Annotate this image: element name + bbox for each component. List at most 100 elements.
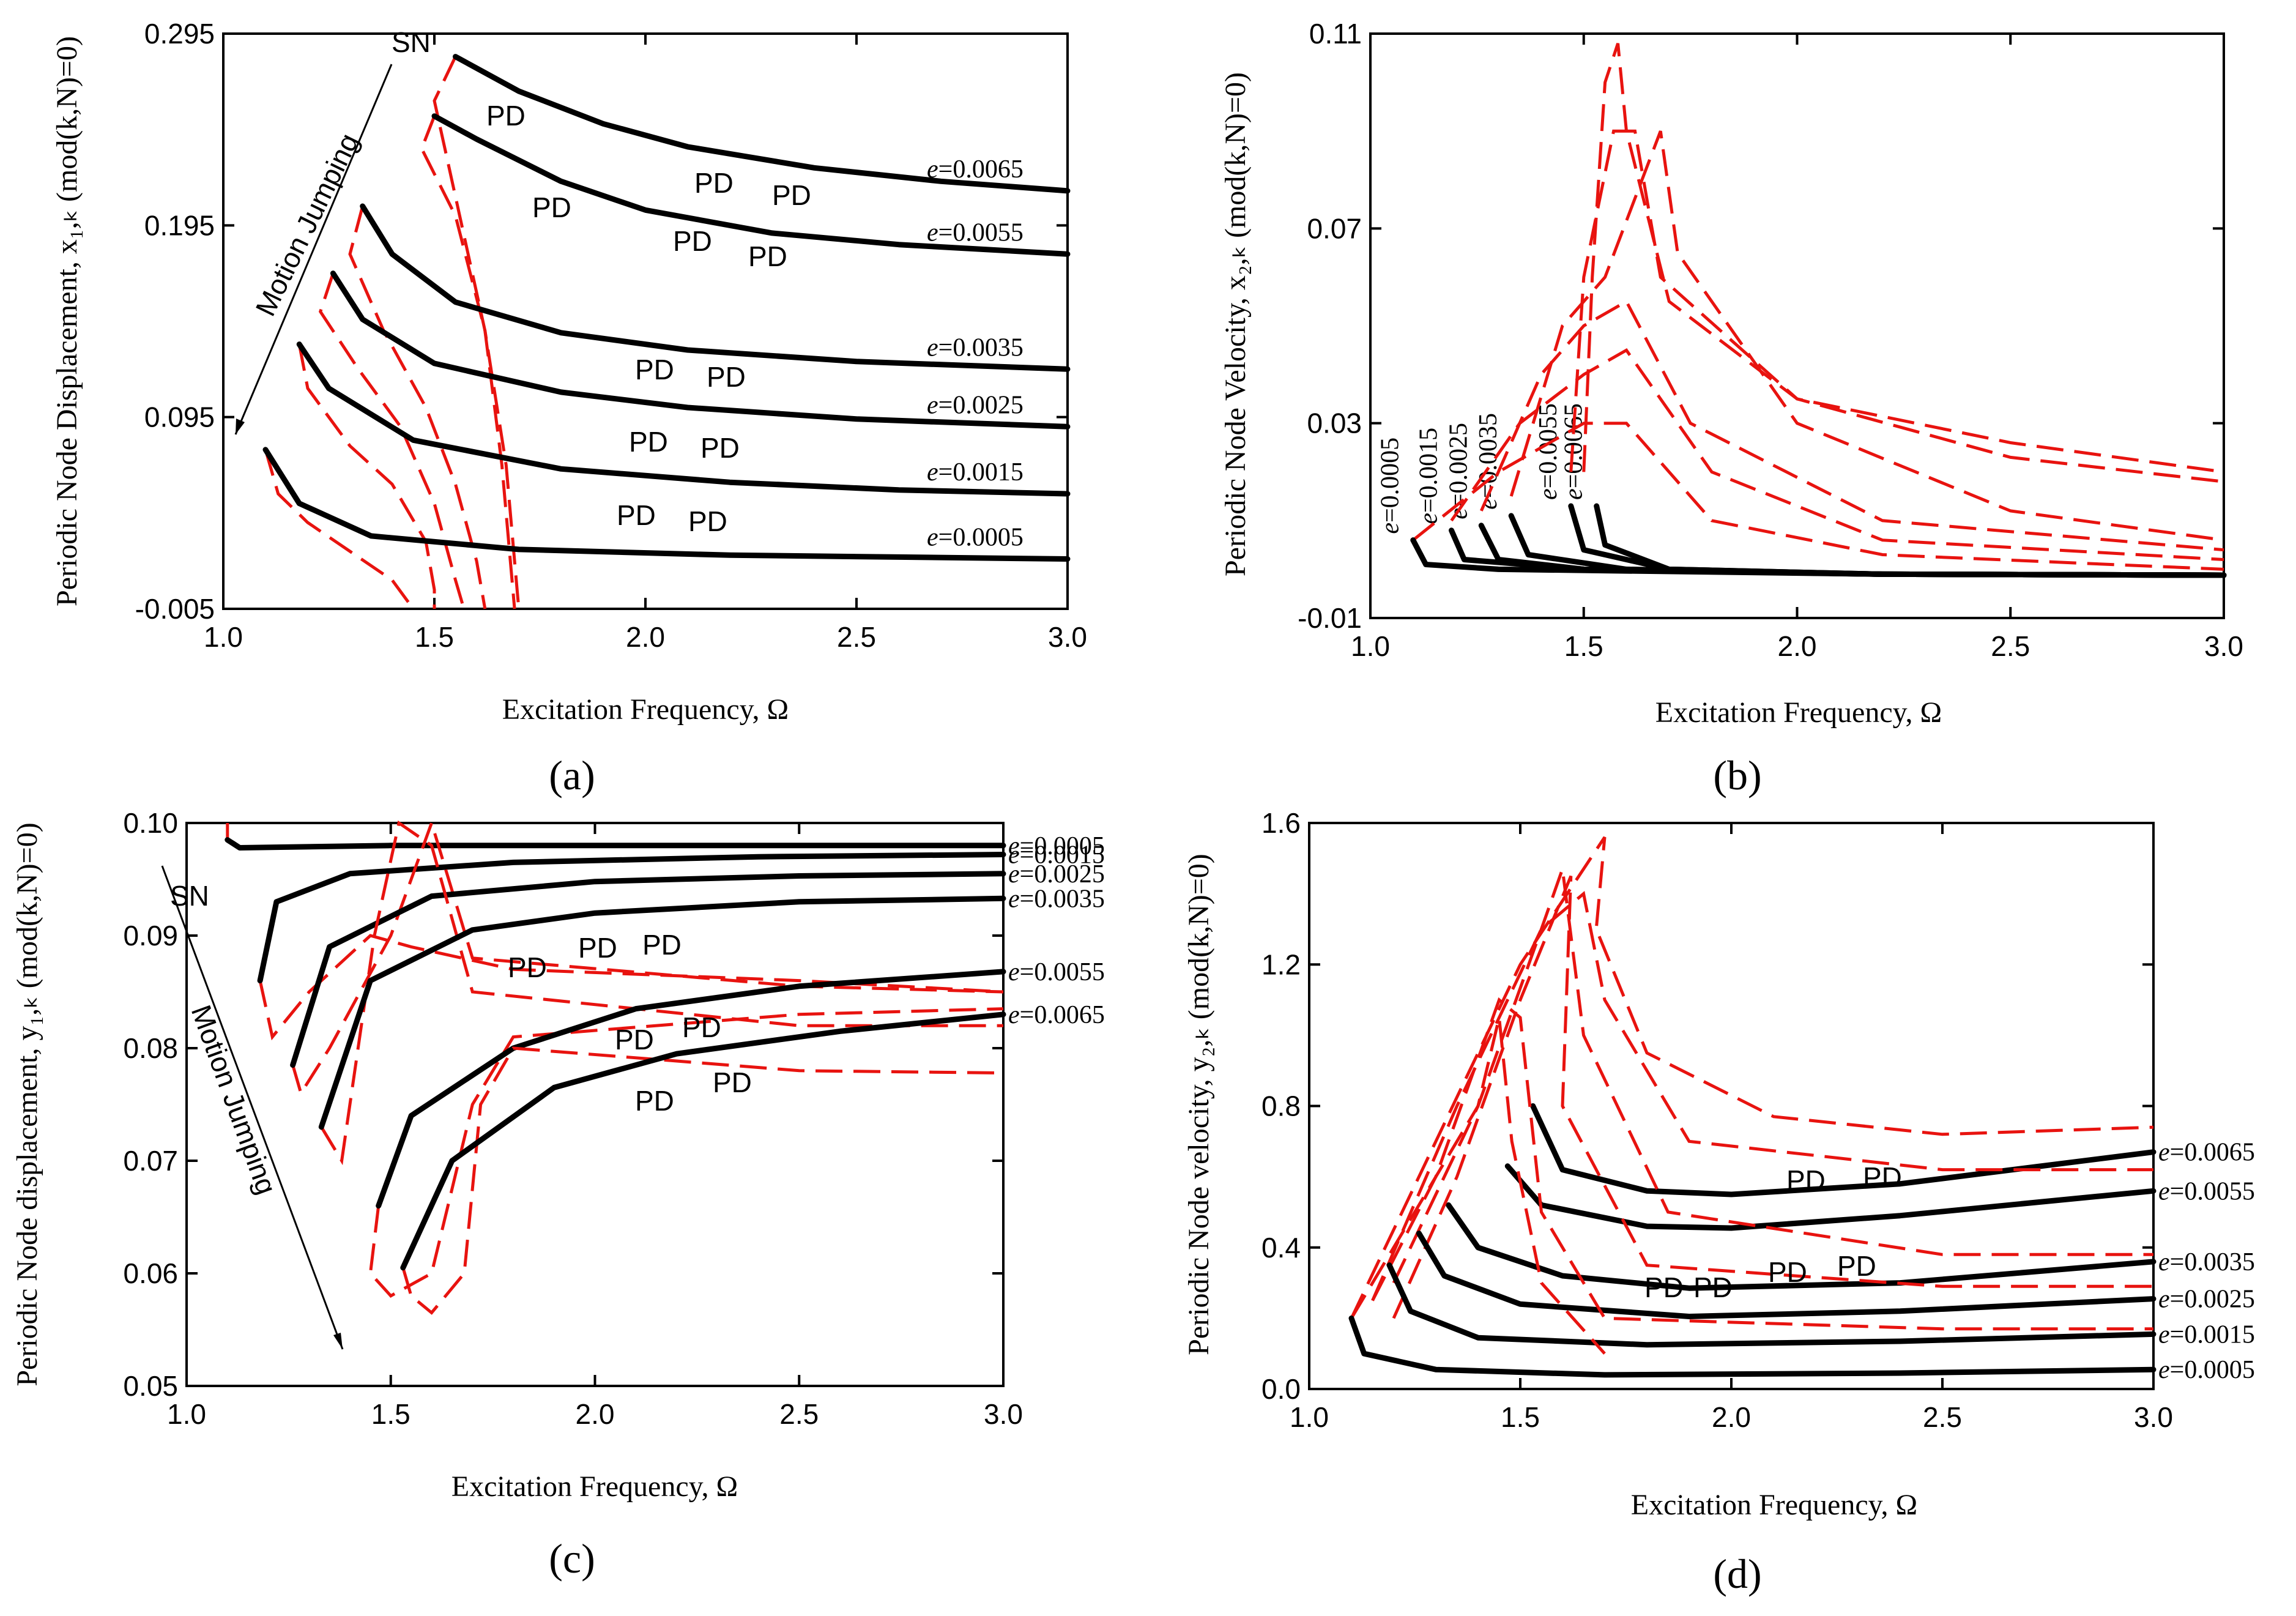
y-tick-label: 0.08 (123, 1032, 178, 1064)
series-label: e=0.0055 (1008, 958, 1105, 986)
y-tick-label: 0.07 (123, 1145, 178, 1177)
series-label: e=0.0005 (1376, 438, 1405, 534)
series-label: e=0.0055 (927, 218, 1024, 247)
unstable-branch (291, 818, 1004, 1097)
y-tick-label: 0.11 (1309, 18, 1362, 50)
stable-branch (360, 203, 1071, 372)
series-label: e=0.0025 (2158, 1286, 2255, 1314)
pd-label: PD (1644, 1272, 1684, 1303)
pd-label: PD (1768, 1256, 1807, 1288)
pd-label: PD (1837, 1250, 1876, 1282)
unstable-branch (1371, 997, 2153, 1331)
unstable-branch (1350, 1017, 1606, 1355)
pd-labels-c: PD PD PD PD PD PD PD (508, 929, 752, 1117)
y-tick-label: -0.01 (1298, 602, 1362, 634)
pd-label: PD (615, 1024, 654, 1056)
stable-branch (290, 871, 1006, 1068)
motion-jumping-arrow-c (161, 865, 344, 1350)
panel-label-a: (a) (549, 752, 595, 799)
series-label: e=0.0025 (927, 391, 1024, 419)
curves-a: e=0.0065 e=0.0055 e=0.0035 e=0.0025 e=0.0015… (262, 54, 1071, 610)
pd-label: PD (1786, 1164, 1826, 1196)
x-tick-label: 2.5 (1991, 630, 2030, 662)
y-tick-label: 0.06 (123, 1257, 178, 1289)
series-label: e=0.0005 (1008, 832, 1105, 860)
stable-branch (318, 895, 1006, 1130)
arrowhead-c (333, 1333, 343, 1349)
ticks-a: 1.0 1.5 2.0 2.5 3.0 -0.005 0.095 0.195 0.295 (135, 18, 1087, 653)
unstable-branch (1350, 836, 2154, 1319)
sn-label-c: SN (170, 880, 209, 912)
y-axis-title-a: Periodic Node Displacement, x₁,ₖ (mod(k,… (51, 36, 83, 606)
curves-b: e=0.0065e=0.0055e=0.0035e=0.0025e=0.0015… (1376, 43, 2227, 578)
x-tick-label: 2.5 (779, 1398, 819, 1430)
y-tick-label: 0.07 (1307, 212, 1362, 244)
unstable-branch (1480, 299, 2224, 552)
x-tick-label: 2.0 (576, 1398, 615, 1430)
pd-label: PD (617, 499, 656, 531)
pd-label: PD (1863, 1161, 1902, 1193)
x-tick-label: 2.0 (1712, 1401, 1751, 1433)
x-tick-label: 1.5 (1564, 630, 1603, 662)
stable-branch (1416, 1231, 2157, 1319)
stable-branch (1348, 1315, 2157, 1378)
y-axis-title-b: Periodic Node Velocity, x₂,ₖ (mod(k,N)=0… (1219, 72, 1252, 576)
unstable-branch (1392, 868, 2153, 1284)
panel-d: 1.0 1.5 2.0 2.5 3.00.00.40.81.21.6 e=0.0065e… (1183, 807, 2255, 1597)
x-tick-label: 3.0 (2204, 630, 2243, 662)
y-tick-label: 0.4 (1261, 1232, 1301, 1264)
y-axis-title-c: Periodic Node displacement, y₁,ₖ (mod(k,… (11, 822, 43, 1386)
unstable-branch (1582, 43, 2224, 474)
panel-a: 1.0 1.5 2.0 2.5 3.0 -0.005 0.095 0.195 0.295 e=0… (51, 18, 1087, 799)
pd-label: PD (673, 225, 712, 257)
y-tick-label: 0.03 (1307, 408, 1362, 439)
y-tick-label: 0.8 (1261, 1090, 1301, 1122)
series-label: e=0.0055 (1534, 403, 1562, 500)
x-tick-label: 1.0 (167, 1398, 206, 1430)
y-tick-label: 0.10 (123, 807, 178, 839)
series-label: e=0.0015 (927, 458, 1024, 486)
pd-label: PD (700, 432, 740, 464)
pd-labels-a: PD PD PD PD PD PD PD PD PD PD PD PD (486, 100, 811, 537)
unstable-branch (264, 449, 415, 610)
x-axis-title-b: Excitation Frequency, Ω (1655, 696, 1942, 729)
stable-branch (1530, 1103, 2157, 1197)
x-tick-label: 2.5 (837, 621, 876, 653)
y-tick-label: 0.0 (1261, 1373, 1301, 1405)
y-tick-label: 0.295 (144, 18, 215, 50)
plot-frame-c (185, 822, 1005, 1387)
series-label: e=0.0015 (2158, 1320, 2255, 1349)
motion-jumping-label-c: Motion Jumping (185, 1001, 283, 1199)
ticks-d: 1.0 1.5 2.0 2.5 3.0 0.0 0.4 0.8 1.2 1.6 (1261, 807, 2173, 1433)
series-label: e=0.0015 (1008, 841, 1105, 869)
series-label: e=0.0065 (1008, 1001, 1105, 1029)
pd-label: PD (688, 505, 727, 537)
pd-label: PD (748, 240, 787, 272)
x-tick-label: 1.5 (371, 1398, 411, 1430)
panel-label-b: (b) (1713, 752, 1761, 799)
stable-branch (262, 447, 1071, 562)
pd-label: PD (629, 426, 668, 458)
x-axis-title-d: Excitation Frequency, Ω (1631, 1489, 1917, 1521)
unstable-branch (1450, 348, 2224, 561)
x-tick-label: 2.0 (1778, 630, 1817, 662)
stable-branch (330, 270, 1071, 430)
x-tick-label: 3.0 (2134, 1401, 2173, 1433)
unstable-branch (348, 206, 487, 609)
ticks-c: 1.0 1.5 2.0 2.5 3.0 0.05 0.06 0.07 0.08 0.09 0.10 (123, 807, 1023, 1430)
x-tick-label: 2.5 (1923, 1401, 1962, 1433)
y-tick-label: 1.2 (1261, 948, 1301, 980)
pd-label: PD (694, 167, 734, 199)
series-label: e=0.0005 (2158, 1356, 2255, 1384)
x-tick-label: 1.5 (1501, 1401, 1540, 1433)
stable-branch (1410, 537, 2227, 578)
series-label: e=0.0015 (1415, 428, 1443, 524)
y-tick-label: 0.195 (144, 209, 215, 241)
y-tick-label: 0.09 (123, 920, 178, 951)
y-tick-label: 1.6 (1261, 807, 1301, 839)
unstable-branch (1509, 130, 2224, 542)
pd-label: PD (707, 361, 746, 393)
x-tick-label: 3.0 (1048, 621, 1087, 653)
